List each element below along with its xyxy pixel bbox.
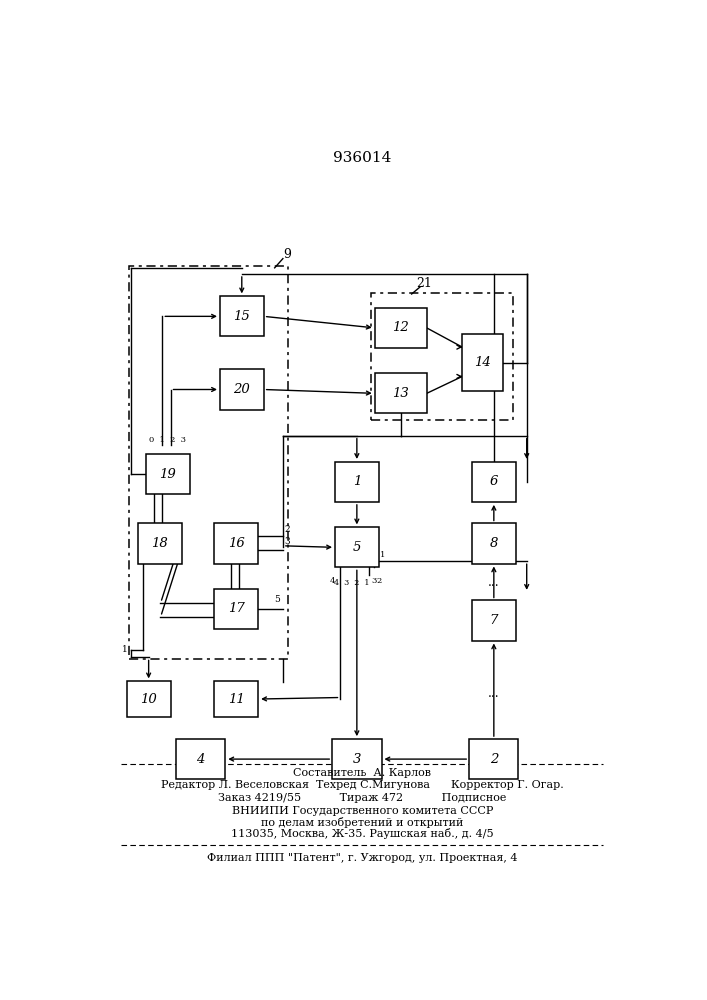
Text: 113035, Москва, Ж-35. Раушская наб., д. 4/5: 113035, Москва, Ж-35. Раушская наб., д. … [231,828,493,839]
Text: 5: 5 [353,541,361,554]
Text: 11: 11 [228,693,245,706]
Text: 16: 16 [228,537,245,550]
Text: Заказ 4219/55           Тираж 472           Подписное: Заказ 4219/55 Тираж 472 Подписное [218,793,506,803]
Text: 6: 6 [490,475,498,488]
Text: 9: 9 [284,248,291,261]
Bar [472,523,515,564]
Bar [129,266,288,659]
Bar [335,527,379,567]
Text: 4: 4 [329,577,335,585]
Text: 2: 2 [490,753,498,766]
Bar [469,739,518,779]
Text: 21: 21 [416,277,432,290]
Text: 17: 17 [228,602,245,615]
Text: по делам изобретений и открытий: по делам изобретений и открытий [261,817,464,828]
Text: 4  3  2  1: 4 3 2 1 [334,579,369,587]
Bar [214,523,258,564]
Text: 2: 2 [377,577,382,585]
Bar [462,334,503,391]
Text: Редактор Л. Веселовская  Техред С.Мигунова      Корректор Г. Огар.: Редактор Л. Веселовская Техред С.Мигунов… [161,780,563,790]
Text: ВНИИПИ Государственного комитета СССР: ВНИИПИ Государственного комитета СССР [232,806,493,816]
Text: 936014: 936014 [333,151,392,165]
Text: 3: 3 [284,537,290,546]
Bar [472,462,515,502]
Text: 3: 3 [353,753,361,766]
Bar [375,373,427,413]
Bar [138,523,182,564]
Text: 19: 19 [160,468,176,481]
Text: Филиал ППП "Патент", г. Ужгород, ул. Проектная, 4: Филиал ППП "Патент", г. Ужгород, ул. Про… [207,853,518,863]
Bar [472,600,515,641]
Bar [127,681,170,717]
Text: 3: 3 [371,577,377,585]
Text: 8: 8 [490,537,498,550]
Text: 1: 1 [122,645,128,654]
Text: 5: 5 [274,595,281,604]
Text: Составитель  А. Карлов: Составитель А. Карлов [293,768,431,778]
Bar [335,462,379,502]
Text: 18: 18 [151,537,168,550]
Text: 13: 13 [392,387,409,400]
Text: 2: 2 [284,525,290,534]
Bar [370,293,513,420]
Text: 10: 10 [140,693,157,706]
Text: 1: 1 [353,475,361,488]
Text: 14: 14 [474,356,491,369]
Bar [176,739,226,779]
Text: 0  1  2  3: 0 1 2 3 [149,436,187,444]
Text: 20: 20 [233,383,250,396]
Bar [220,369,264,410]
Bar [214,589,258,629]
Bar [220,296,264,336]
Text: ...: ... [488,687,500,700]
Text: ...: ... [488,576,500,588]
Bar [375,308,427,348]
Text: 15: 15 [233,310,250,323]
Bar [332,739,382,779]
Text: 7: 7 [490,614,498,627]
Text: 1: 1 [380,551,386,559]
Text: 12: 12 [392,321,409,334]
Bar [146,454,189,494]
Text: 4: 4 [197,753,205,766]
Bar [214,681,258,717]
